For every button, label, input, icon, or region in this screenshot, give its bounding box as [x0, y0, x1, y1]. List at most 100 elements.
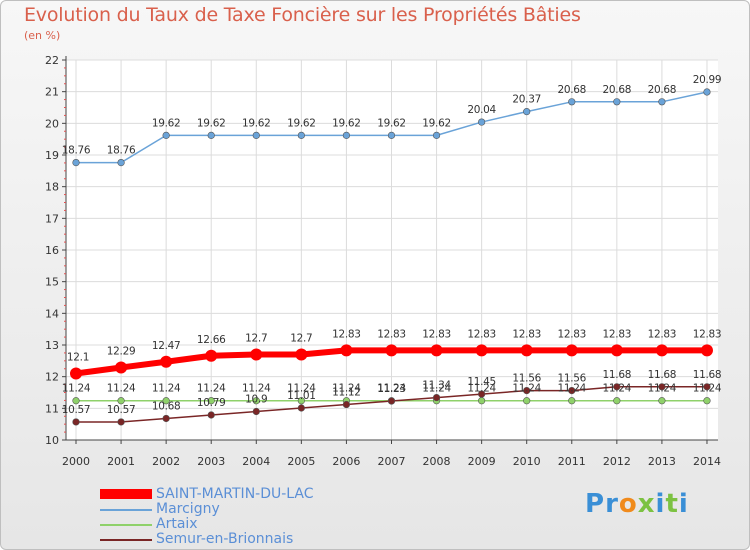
data-point	[613, 397, 621, 405]
y-tick-label: 22	[45, 54, 59, 67]
data-label: 12.7	[290, 333, 312, 345]
data-point	[430, 344, 443, 357]
data-point	[658, 383, 666, 391]
logo-letter: o	[618, 489, 638, 519]
data-point	[658, 98, 666, 106]
x-tick-label: 2005	[287, 455, 315, 468]
data-label: 12.83	[332, 328, 361, 340]
data-point	[523, 387, 531, 395]
proxiti-logo: Proxiti	[585, 489, 689, 519]
data-point	[478, 397, 486, 405]
data-point	[205, 349, 218, 362]
data-label: 19.62	[152, 117, 181, 129]
data-label: 10.68	[152, 400, 181, 412]
data-label: 12.66	[197, 334, 226, 346]
y-tick-label: 17	[45, 212, 59, 225]
x-tick-label: 2010	[513, 455, 541, 468]
data-label: 12.83	[603, 328, 632, 340]
data-point	[115, 361, 128, 374]
x-tick-label: 2012	[603, 455, 631, 468]
data-label: 11.24	[287, 383, 316, 395]
y-tick-label: 19	[45, 149, 59, 162]
data-point	[340, 344, 353, 357]
data-point	[703, 383, 711, 391]
legend-swatch-semur	[100, 539, 152, 541]
data-label: 19.62	[197, 117, 226, 129]
data-point	[207, 411, 215, 419]
data-point	[72, 159, 80, 167]
x-tick-label: 2014	[693, 455, 721, 468]
data-label: 12.29	[107, 345, 136, 357]
logo-letter: x	[637, 489, 656, 519]
data-label: 11.24	[377, 383, 406, 395]
data-label: 10.9	[245, 394, 267, 406]
data-point	[613, 383, 621, 391]
data-label: 12.47	[152, 340, 181, 352]
chart-title: Evolution du Taux de Taxe Foncière sur l…	[24, 4, 581, 26]
data-point	[117, 397, 125, 405]
data-label: 11.01	[287, 390, 316, 402]
data-point	[250, 348, 263, 361]
data-point	[72, 418, 80, 426]
x-tick-label: 2007	[377, 455, 405, 468]
data-point	[162, 397, 170, 405]
legend-label-marcigny: Marcigny	[156, 501, 220, 517]
data-point	[342, 131, 351, 139]
grid-lines	[66, 59, 718, 441]
data-point	[72, 397, 80, 405]
data-label: 20.37	[512, 94, 541, 106]
logo-letter: P	[585, 489, 606, 519]
y-tick-label: 11	[45, 402, 59, 415]
data-label: 19.62	[332, 117, 361, 129]
data-label: 18.76	[62, 145, 91, 157]
data-label: 11.12	[332, 387, 361, 399]
data-label: 12.83	[422, 328, 451, 340]
data-label: 12.83	[648, 328, 677, 340]
data-point	[252, 397, 260, 405]
data-label: 11.68	[603, 369, 632, 381]
data-label: 11.24	[62, 383, 91, 395]
data-point	[70, 367, 82, 380]
data-label: 11.24	[603, 383, 632, 395]
data-point	[568, 397, 576, 405]
data-point	[610, 344, 623, 357]
data-point	[523, 397, 531, 405]
data-label: 11.56	[512, 373, 541, 385]
data-label: 11.24	[242, 383, 271, 395]
y-tick-label: 13	[45, 339, 59, 352]
x-tick-label: 2000	[62, 455, 90, 468]
data-point	[252, 131, 260, 139]
data-label: 20.68	[557, 84, 586, 96]
data-label: 11.56	[557, 373, 586, 385]
data-label: 11.24	[152, 383, 181, 395]
data-label: 20.04	[467, 104, 496, 116]
data-point	[565, 344, 578, 357]
data-point	[658, 397, 666, 405]
logo-letter: r	[605, 489, 619, 519]
legend-swatch-artaix	[100, 524, 152, 526]
data-point	[207, 131, 215, 139]
data-point	[387, 397, 396, 405]
data-label: 12.83	[377, 328, 406, 340]
data-label: 19.62	[287, 117, 316, 129]
data-point	[162, 414, 170, 423]
x-tick-label: 2013	[648, 455, 676, 468]
data-point	[655, 344, 668, 357]
x-tick-label: 2008	[423, 455, 451, 468]
logo-letter: i	[678, 489, 689, 519]
data-label: 12.7	[245, 333, 267, 345]
legend-swatch-saint-martin	[100, 489, 152, 499]
data-label: 18.76	[107, 145, 136, 157]
x-tick-label: 2002	[152, 455, 180, 468]
y-tick-label: 12	[45, 371, 59, 384]
data-point	[342, 400, 351, 409]
data-label: 20.68	[648, 84, 677, 96]
data-labels: 18.76 18.76 19.62 19.62 19.62 19.62 19.62 19.62…	[62, 74, 722, 416]
data-point	[297, 397, 305, 405]
y-tick-label: 16	[45, 244, 59, 257]
logo-letter: t	[665, 489, 679, 519]
data-point	[162, 131, 170, 139]
data-point	[475, 344, 488, 357]
data-point	[117, 418, 125, 426]
